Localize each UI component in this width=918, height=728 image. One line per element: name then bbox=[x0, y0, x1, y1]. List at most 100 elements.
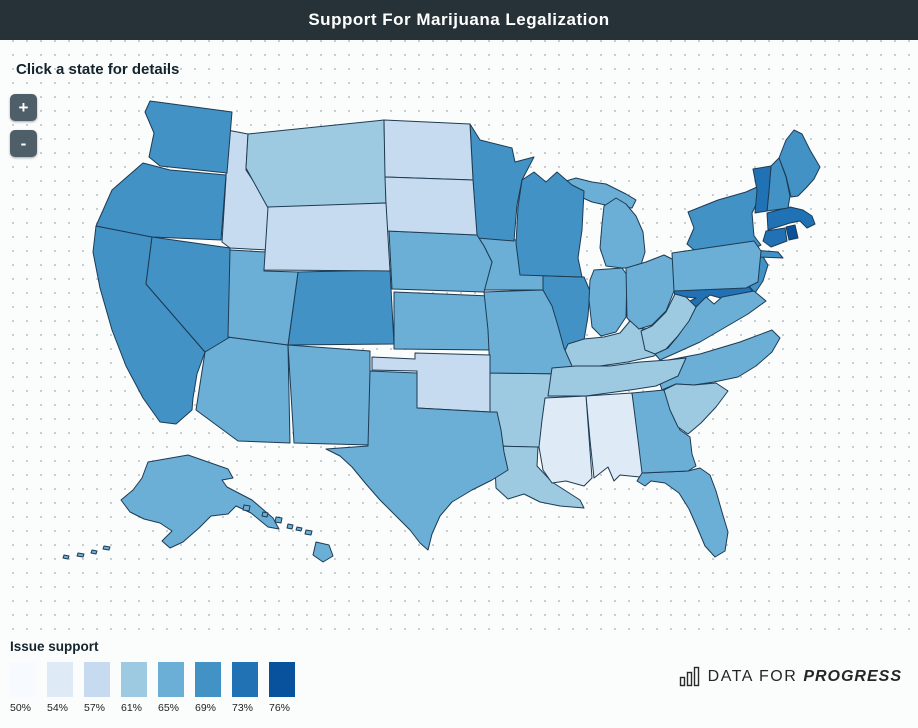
state-tennessee[interactable] bbox=[547, 357, 687, 397]
legend-tick-label: 69% bbox=[195, 702, 217, 714]
state-shape-ak[interactable] bbox=[90, 549, 98, 555]
legend-entry: 57% bbox=[84, 662, 110, 714]
state-shape-in[interactable] bbox=[588, 267, 628, 337]
state-massachusetts[interactable] bbox=[766, 206, 816, 231]
state-oregon[interactable] bbox=[95, 162, 227, 241]
state-shape-ct[interactable] bbox=[762, 227, 788, 248]
state-shape-tn[interactable] bbox=[547, 357, 687, 397]
legend-entry: 69% bbox=[195, 662, 221, 714]
legend-tick-label: 65% bbox=[158, 702, 180, 714]
state-shape-oh[interactable] bbox=[625, 254, 677, 330]
state-shape-hi[interactable] bbox=[261, 511, 269, 518]
legend-swatch bbox=[84, 662, 110, 697]
state-shape-fl[interactable] bbox=[636, 467, 729, 558]
state-shape-vt[interactable] bbox=[752, 165, 772, 214]
state-connecticut[interactable] bbox=[762, 227, 788, 248]
state-alaska[interactable] bbox=[62, 454, 280, 560]
state-shape-wy[interactable] bbox=[263, 202, 391, 272]
state-rhode-island[interactable] bbox=[785, 224, 799, 241]
state-shape-az[interactable] bbox=[195, 336, 291, 444]
state-shape-ak[interactable] bbox=[120, 454, 280, 549]
state-shape-ri[interactable] bbox=[785, 224, 799, 241]
state-wisconsin[interactable] bbox=[515, 171, 585, 278]
state-shape-pa[interactable] bbox=[671, 240, 762, 292]
state-nebraska[interactable] bbox=[388, 230, 493, 293]
state-shape-or[interactable] bbox=[95, 162, 227, 241]
state-shape-nv[interactable] bbox=[145, 236, 231, 353]
state-shape-hi[interactable] bbox=[295, 526, 303, 532]
state-shape-ne[interactable] bbox=[388, 230, 493, 293]
state-shape-ny[interactable] bbox=[686, 186, 762, 256]
state-shape-mi[interactable] bbox=[599, 197, 646, 269]
state-shape-hi[interactable] bbox=[274, 516, 283, 524]
state-shape-tx[interactable] bbox=[325, 370, 509, 551]
state-colorado[interactable] bbox=[287, 269, 395, 346]
bar-chart-icon bbox=[679, 666, 699, 687]
state-shape-hi[interactable] bbox=[312, 541, 334, 563]
state-shape-wa[interactable] bbox=[144, 100, 233, 174]
legend-tick-label: 76% bbox=[269, 702, 291, 714]
state-ohio[interactable] bbox=[625, 254, 677, 330]
state-texas[interactable] bbox=[325, 370, 509, 551]
state-shape-ak[interactable] bbox=[102, 545, 111, 551]
brand-suffix: PROGRESS bbox=[803, 667, 902, 685]
state-louisiana[interactable] bbox=[493, 445, 585, 509]
state-shape-mt[interactable] bbox=[245, 119, 387, 209]
state-shape-sd[interactable] bbox=[384, 176, 478, 236]
legend-title: Issue support bbox=[10, 639, 99, 654]
state-shape-wi[interactable] bbox=[515, 171, 585, 278]
legend-swatch bbox=[232, 662, 258, 697]
state-shape-nm[interactable] bbox=[287, 344, 371, 446]
state-shape-sc[interactable] bbox=[663, 382, 729, 435]
state-shape-nc[interactable] bbox=[657, 329, 781, 391]
state-wyoming[interactable] bbox=[263, 202, 391, 272]
state-shape-ms[interactable] bbox=[538, 395, 593, 487]
state-shape-wv[interactable] bbox=[640, 293, 697, 355]
zoom-in-button[interactable]: + bbox=[10, 94, 37, 121]
state-south-carolina[interactable] bbox=[663, 382, 729, 435]
state-vermont[interactable] bbox=[752, 165, 772, 214]
state-michigan[interactable] bbox=[555, 177, 646, 269]
state-shape-ma[interactable] bbox=[766, 206, 816, 231]
state-shape-ks[interactable] bbox=[393, 291, 491, 351]
state-shape-hi[interactable] bbox=[304, 529, 313, 536]
legend-swatch bbox=[269, 662, 295, 697]
legend-swatch bbox=[195, 662, 221, 697]
state-shape-la[interactable] bbox=[493, 445, 585, 509]
state-new-mexico[interactable] bbox=[287, 344, 371, 446]
state-shape-me[interactable] bbox=[778, 129, 821, 198]
state-north-carolina[interactable] bbox=[657, 329, 781, 391]
state-maine[interactable] bbox=[778, 129, 821, 198]
state-pennsylvania[interactable] bbox=[671, 240, 762, 292]
state-shape-hi[interactable] bbox=[286, 523, 294, 530]
legend-entry: 65% bbox=[158, 662, 184, 714]
state-south-dakota[interactable] bbox=[384, 176, 478, 236]
state-shape-ak[interactable] bbox=[62, 554, 70, 560]
legend-swatch bbox=[10, 662, 36, 697]
legend-tick-label: 57% bbox=[84, 702, 106, 714]
us-choropleth-map[interactable] bbox=[0, 40, 918, 632]
zoom-out-button[interactable]: - bbox=[10, 130, 37, 157]
state-west-virginia[interactable] bbox=[640, 293, 697, 355]
state-missouri[interactable] bbox=[483, 289, 577, 375]
state-shape-co[interactable] bbox=[287, 269, 395, 346]
state-florida[interactable] bbox=[636, 467, 729, 558]
state-nevada[interactable] bbox=[145, 236, 231, 353]
data-for-progress-logo: DATA FOR PROGRESS bbox=[679, 666, 902, 687]
state-mississippi[interactable] bbox=[538, 395, 593, 487]
state-shape-ak[interactable] bbox=[76, 552, 85, 558]
state-hawaii[interactable] bbox=[242, 504, 334, 563]
state-shape-mo[interactable] bbox=[483, 289, 577, 375]
state-montana[interactable] bbox=[245, 119, 387, 209]
state-washington[interactable] bbox=[144, 100, 233, 174]
legend-entry: 54% bbox=[47, 662, 73, 714]
state-north-dakota[interactable] bbox=[383, 119, 474, 181]
legend-tick-label: 54% bbox=[47, 702, 69, 714]
state-indiana[interactable] bbox=[588, 267, 628, 337]
legend-tick-label: 73% bbox=[232, 702, 254, 714]
state-kansas[interactable] bbox=[393, 291, 491, 351]
state-shape-hi[interactable] bbox=[242, 504, 251, 512]
state-arizona[interactable] bbox=[195, 336, 291, 444]
map-hint: Click a state for details bbox=[16, 61, 180, 78]
state-shape-nd[interactable] bbox=[383, 119, 474, 181]
